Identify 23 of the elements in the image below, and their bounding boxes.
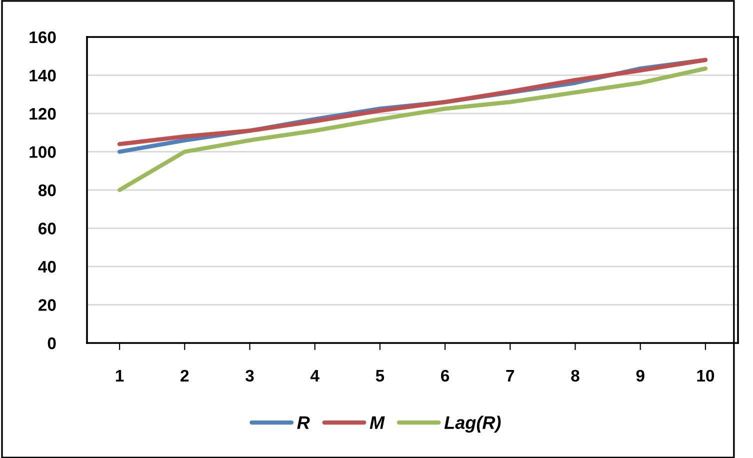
x-tick-label: 9 (636, 370, 644, 382)
y-tick-label: 40 (38, 260, 56, 273)
x-tick-label: 7 (506, 370, 514, 382)
y-tick-label: 160 (30, 31, 56, 44)
legend-label: M (370, 416, 385, 429)
x-tick-label: 4 (310, 370, 320, 382)
y-tick-label: 120 (30, 108, 56, 120)
legend-label: Lag(R) (444, 416, 501, 433)
x-tick-label: 5 (376, 370, 384, 382)
y-tick-label: 100 (30, 146, 56, 158)
x-tick-label: 6 (441, 370, 450, 382)
x-tick-label: 2 (180, 370, 189, 382)
y-tick-label: 60 (38, 222, 56, 234)
y-tick-label: 0 (48, 337, 56, 350)
y-tick-label: 80 (38, 184, 56, 196)
x-tick-label: 1 (116, 370, 124, 382)
line-series (117, 66, 708, 192)
y-tick-label: 20 (38, 299, 56, 311)
x-tick-label: 8 (571, 370, 580, 382)
x-tick-label: 3 (246, 370, 254, 382)
legend-label: R (297, 416, 310, 429)
x-tick-label: 10 (697, 370, 714, 382)
y-tick-label: 140 (30, 70, 56, 82)
